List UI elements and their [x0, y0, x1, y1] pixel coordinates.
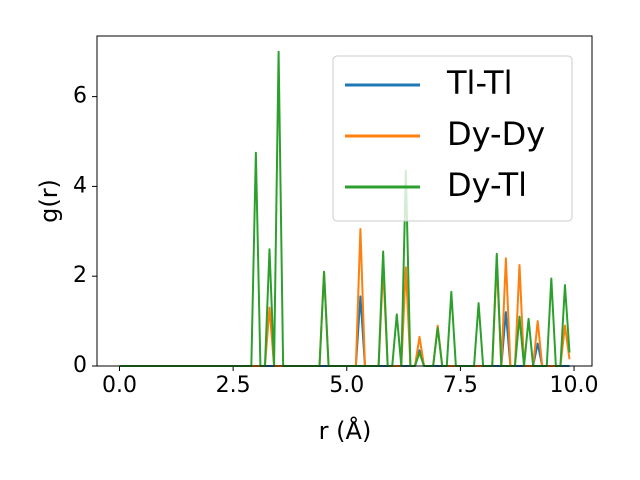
y-tick-label: 0: [73, 353, 87, 378]
legend-box: [332, 55, 573, 222]
y-tick-label: 6: [73, 84, 87, 109]
y-tick-label: 4: [73, 173, 87, 198]
legend-label: Dy-Dy: [447, 115, 545, 153]
x-tick-label: 0.0: [102, 373, 137, 398]
data-line: [119, 228, 571, 367]
x-tick-label: 7.5: [443, 373, 478, 398]
x-tick-label: 5.0: [329, 373, 364, 398]
x-tick-label: 10.0: [550, 373, 599, 398]
y-axis-label: g(r): [35, 179, 63, 223]
x-tick-label: 2.5: [216, 373, 251, 398]
legend-label: Dy-Tl: [447, 166, 527, 204]
y-tick-label: 2: [73, 263, 87, 288]
x-axis-label: r (Å): [319, 416, 372, 445]
plot-frame: [96, 35, 593, 367]
legend-label: Tl-Tl: [446, 64, 512, 102]
